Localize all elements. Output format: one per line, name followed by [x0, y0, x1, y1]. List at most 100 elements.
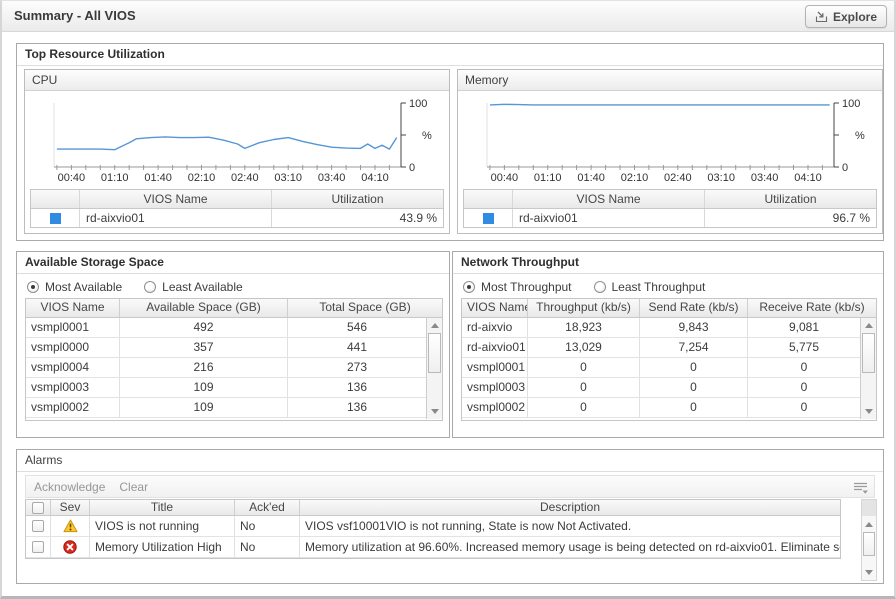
scrollbar-thumb[interactable]	[862, 333, 875, 373]
least-throughput-label: Least Throughput	[611, 280, 706, 294]
storage-row-1[interactable]: vsmpl0000 357 441	[26, 338, 426, 358]
svg-text:04:10: 04:10	[794, 172, 822, 184]
grid-customizer-icon[interactable]	[853, 481, 868, 494]
svg-text:01:10: 01:10	[534, 172, 562, 184]
memory-utilization-chart: 00:40 01:10 01:40 02:10 02:40 03:10 03:40 04:10…	[486, 98, 865, 184]
memory-legend-swatch-header	[464, 190, 512, 208]
svg-text:02:10: 02:10	[621, 172, 649, 184]
scrollbar-thumb[interactable]	[863, 532, 875, 556]
storage-table-scrollbar[interactable]	[426, 318, 442, 419]
page-title: Summary - All VIOS	[14, 8, 136, 23]
top-resource-utilization-section: Top Resource Utilization CPU 00:40 01:10 0…	[16, 43, 884, 241]
storage-table-header: VIOS Name Available Space (GB) Total Spa…	[26, 299, 442, 318]
least-throughput-radio[interactable]: Least Throughput	[593, 280, 706, 294]
network-row-3[interactable]: vsmpl0003 0 0 0	[462, 378, 860, 398]
most-throughput-radio[interactable]: Most Throughput	[463, 280, 572, 294]
alarms-header-acked[interactable]: Ack'ed	[235, 500, 300, 515]
svg-text:%: %	[855, 130, 865, 142]
storage-row-0[interactable]: vsmpl0001 492 546	[26, 318, 426, 338]
network-row-4[interactable]: vsmpl0002 0 0 0	[462, 398, 860, 418]
network-header-receive-rate[interactable]: Receive Rate (kb/s)	[759, 300, 865, 314]
svg-text:03:40: 03:40	[318, 172, 346, 184]
radio-unselected-icon	[593, 281, 606, 293]
most-throughput-label: Most Throughput	[481, 280, 572, 294]
cpu-utilization-chart: 00:40 01:10 01:40 02:10 02:40 03:10 03:40 04:10…	[53, 98, 432, 184]
network-header-throughput[interactable]: Throughput (kb/s)	[528, 299, 640, 317]
scroll-down-icon[interactable]	[862, 566, 876, 579]
alarms-scrollbar[interactable]	[861, 499, 877, 581]
select-all-checkbox[interactable]	[32, 501, 44, 514]
cpu-panel-title: CPU	[25, 70, 449, 91]
explore-button-label: Explore	[832, 9, 877, 24]
scroll-up-icon[interactable]	[861, 319, 876, 332]
network-throughput-title: Network Throughput	[453, 252, 883, 274]
storage-header-available-space[interactable]: Available Space (GB)	[120, 299, 288, 317]
alarms-header-title[interactable]: Title	[90, 500, 235, 515]
svg-text:00:40: 00:40	[491, 172, 519, 184]
scroll-down-icon[interactable]	[427, 405, 442, 418]
memory-legend-row[interactable]: rd-aixvio01 96.7 %	[464, 209, 876, 227]
most-available-radio[interactable]: Most Available	[27, 280, 122, 294]
network-row-1[interactable]: rd-aixvio01 13,029 7,254 5,775	[462, 338, 860, 358]
alarms-header-description[interactable]: Description	[539, 500, 601, 514]
storage-row-4[interactable]: vsmpl0002 109 136	[26, 398, 426, 418]
network-header-vios-name[interactable]: VIOS Name	[462, 299, 528, 317]
cpu-legend-header-row: VIOS Name Utilization	[31, 190, 443, 209]
storage-header-total-space[interactable]: Total Space (GB)	[319, 300, 411, 314]
scrollbar-thumb[interactable]	[428, 333, 441, 373]
network-table: VIOS Name Throughput (kb/s) Send Rate (k…	[461, 298, 877, 421]
radio-selected-icon	[27, 281, 39, 293]
storage-radio-group: Most Available Least Available	[27, 280, 243, 294]
acknowledge-button[interactable]: Acknowledge	[34, 479, 106, 494]
memory-legend-name-header: VIOS Name	[512, 190, 704, 208]
network-table-header: VIOS Name Throughput (kb/s) Send Rate (k…	[462, 299, 876, 318]
memory-utilization-value: 96.7 %	[704, 209, 876, 227]
cpu-legend-utilization-header: Utilization	[271, 190, 443, 208]
alarms-title: Alarms	[17, 450, 883, 472]
alarms-table-header: Sev Title Ack'ed Description	[26, 500, 840, 516]
cpu-legend-row[interactable]: rd-aixvio01 43.9 %	[31, 209, 443, 227]
network-row-2[interactable]: vsmpl0001 0 0 0	[462, 358, 860, 378]
most-available-label: Most Available	[45, 280, 123, 294]
scroll-up-icon[interactable]	[427, 319, 442, 332]
memory-panel: Memory 00:40 01:10 01:40 02:10 02:40 03:10 03:…	[457, 69, 883, 234]
storage-header-vios-name[interactable]: VIOS Name	[26, 299, 120, 317]
network-throughput-section: Network Throughput Most Throughput Least…	[452, 251, 884, 438]
storage-row-3[interactable]: vsmpl0003 109 136	[26, 378, 426, 398]
svg-text:0: 0	[842, 162, 848, 174]
svg-text:100: 100	[842, 98, 860, 110]
alarm-row-checkbox[interactable]	[32, 541, 44, 553]
svg-text:%: %	[422, 130, 432, 142]
top-resource-utilization-title: Top Resource Utilization	[17, 44, 883, 66]
network-radio-group: Most Throughput Least Throughput	[463, 280, 705, 294]
error-icon	[63, 540, 77, 554]
memory-vios-name: rd-aixvio01	[512, 209, 704, 227]
alarms-header-sev[interactable]: Sev	[51, 500, 90, 515]
network-table-scrollbar[interactable]	[860, 318, 876, 419]
svg-text:100: 100	[409, 98, 427, 110]
network-header-send-rate[interactable]: Send Rate (kb/s)	[640, 299, 748, 317]
memory-legend-header-row: VIOS Name Utilization	[464, 190, 876, 209]
alarms-table: Sev Title Ack'ed Description VIOS is not…	[25, 499, 841, 559]
svg-text:01:40: 01:40	[577, 172, 605, 184]
storage-row-2[interactable]: vsmpl0004 216 273	[26, 358, 426, 378]
network-row-0[interactable]: rd-aixvio 18,923 9,843 9,081	[462, 318, 860, 338]
memory-series-swatch	[482, 212, 494, 224]
warning-icon	[63, 519, 77, 533]
radio-unselected-icon	[144, 281, 157, 293]
clear-button[interactable]: Clear	[119, 479, 149, 494]
cpu-vios-name: rd-aixvio01	[79, 209, 271, 227]
title-bar: Summary - All VIOS Explore	[2, 1, 894, 32]
alarm-row-0[interactable]: VIOS is not running No VIOS vsf10001VIO …	[26, 516, 840, 537]
alarm-row-checkbox[interactable]	[32, 520, 44, 532]
scroll-down-icon[interactable]	[861, 405, 876, 418]
svg-text:02:40: 02:40	[231, 172, 259, 184]
alarm-row-1[interactable]: Memory Utilization High No Memory utiliz…	[26, 537, 840, 558]
least-available-radio[interactable]: Least Available	[144, 280, 243, 294]
cpu-legend-name-header: VIOS Name	[79, 190, 271, 208]
available-storage-space-title: Available Storage Space	[17, 252, 449, 274]
scroll-up-icon[interactable]	[862, 518, 876, 531]
explore-button[interactable]: Explore	[804, 5, 887, 28]
svg-text:01:40: 01:40	[144, 172, 172, 184]
svg-text:03:40: 03:40	[751, 172, 779, 184]
